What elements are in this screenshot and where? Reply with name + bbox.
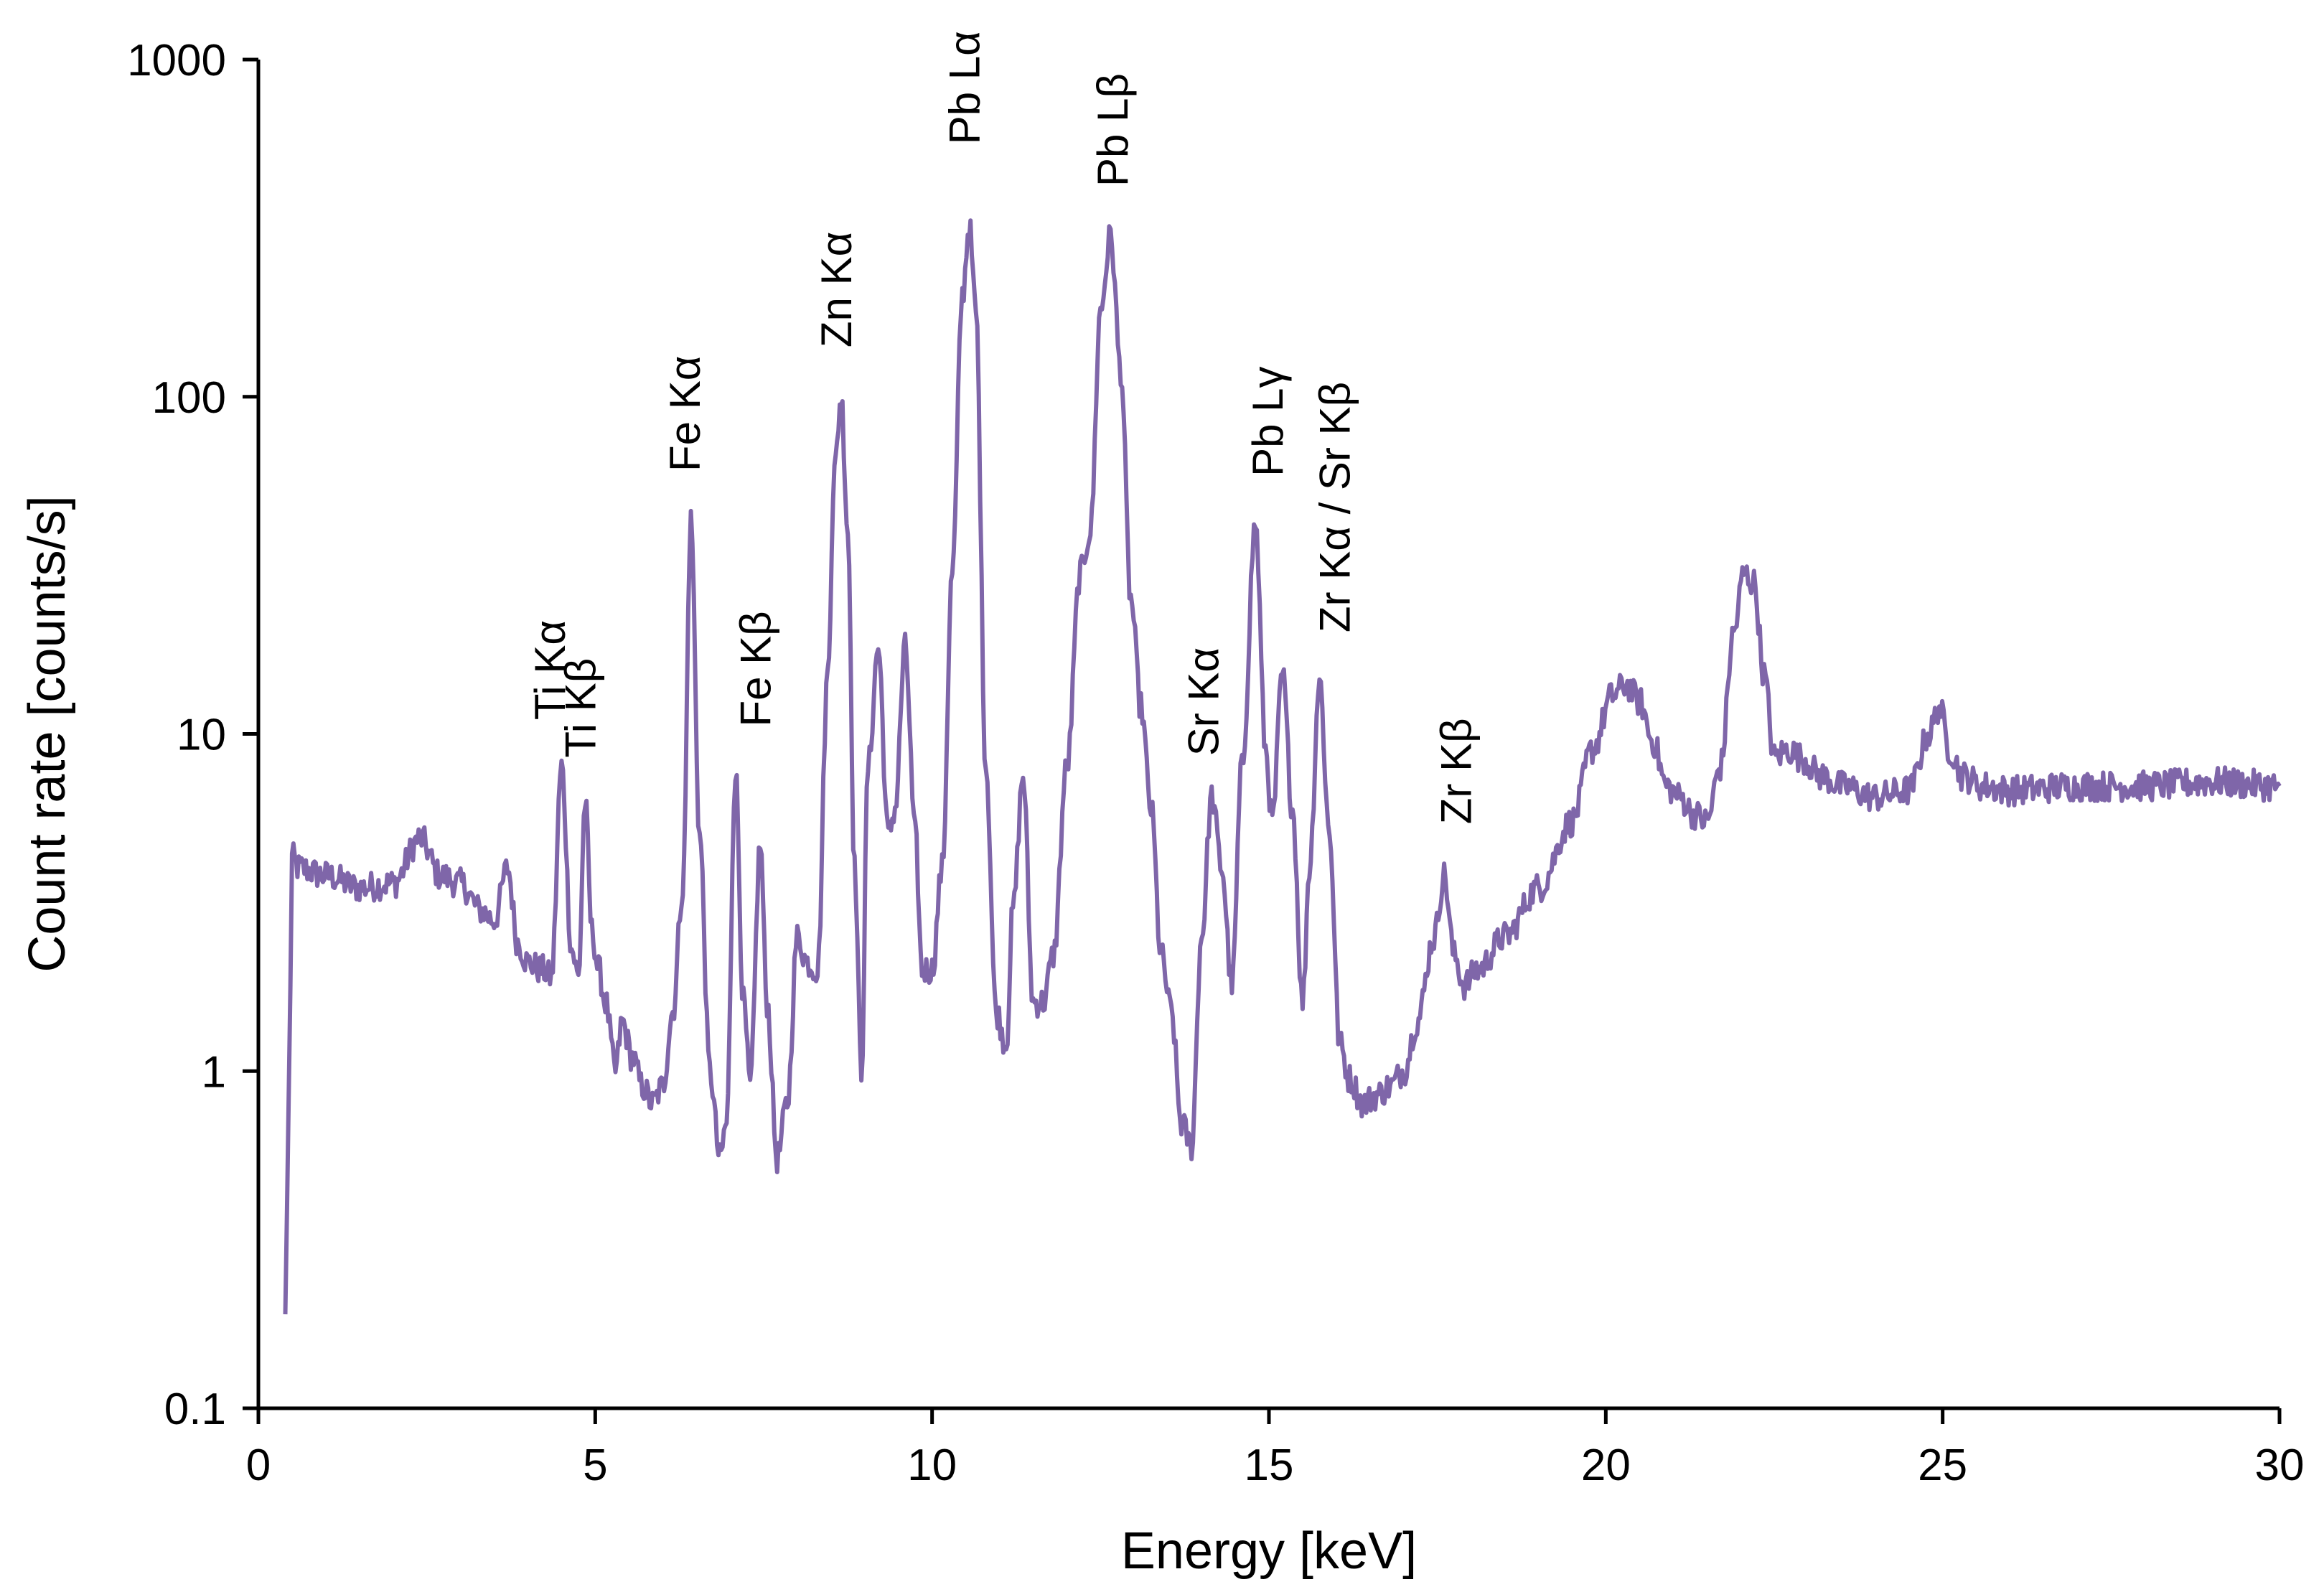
x-tick-label: 15 bbox=[1245, 1441, 1294, 1490]
peak-label: Ti Kα bbox=[526, 620, 574, 720]
peak-label: Fe Kβ bbox=[731, 611, 779, 726]
peak-label: Sr Kα bbox=[1180, 647, 1228, 756]
peak-label: Ti Kβ bbox=[556, 658, 604, 758]
series-layer bbox=[283, 218, 2282, 1315]
y-tick-label: 1 bbox=[202, 1047, 226, 1097]
peak-label: Pb Lγ bbox=[1244, 366, 1292, 476]
x-tick-label: 10 bbox=[907, 1441, 957, 1490]
x-tick-label: 25 bbox=[1918, 1441, 1967, 1490]
peak-label: Pb Lβ bbox=[1089, 73, 1137, 187]
x-tick-label: 20 bbox=[1581, 1441, 1631, 1490]
y-tick-label: 100 bbox=[152, 373, 226, 423]
y-tick-label: 0.1 bbox=[164, 1385, 226, 1434]
y-tick-label: 1000 bbox=[127, 36, 226, 85]
peak-label: Pb Lα bbox=[940, 31, 988, 144]
y-axis-title: Count rate [counts/s] bbox=[19, 495, 76, 972]
x-tick-label: 30 bbox=[2255, 1441, 2305, 1490]
x-tick-label: 5 bbox=[583, 1441, 607, 1490]
peak-label: Zr Kβ bbox=[1433, 718, 1481, 824]
peak-label: Fe Kα bbox=[661, 356, 709, 472]
y-tick-label: 10 bbox=[177, 711, 226, 760]
x-tick-label: 0 bbox=[246, 1441, 271, 1490]
peak-label: Zn Kα bbox=[812, 232, 861, 347]
ticks: 0.1 1 10 100 1000 0 5 10 15 20 25 30 bbox=[127, 36, 2304, 1490]
peak-label: Zr Kα / Sr Kβ bbox=[1311, 382, 1359, 632]
series-line bbox=[283, 218, 2282, 1315]
x-axis-title: Energy [keV] bbox=[1121, 1522, 1417, 1580]
